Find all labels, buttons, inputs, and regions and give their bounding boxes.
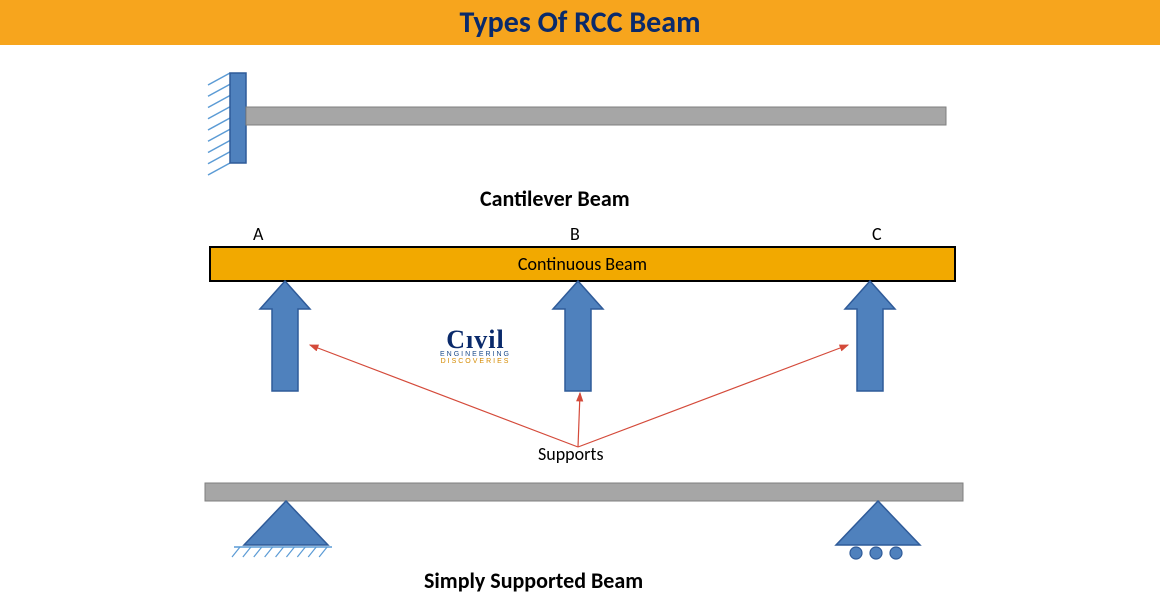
point-a-label: A	[253, 223, 263, 245]
simply-supported-title: Simply Supported Beam	[424, 567, 643, 594]
point-c-label: C	[872, 223, 882, 245]
diagram-container: Cantilever Beam A B C Continuous Beam Cı…	[0, 45, 1160, 593]
logo-sub1: ENGINEERING	[440, 351, 511, 358]
header-title: Types Of RCC Beam	[460, 4, 701, 41]
cantilever-title: Cantilever Beam	[480, 185, 630, 212]
supports-label: Supports	[538, 443, 603, 465]
logo-sub2: DISCOVERIES	[440, 358, 511, 365]
point-b-label: B	[570, 223, 580, 245]
continuous-beam-label: Continuous Beam	[210, 253, 955, 275]
header-banner: Types Of RCC Beam	[0, 0, 1160, 45]
diagram-svg	[0, 45, 1160, 593]
logo: Cıvil ENGINEERING DISCOVERIES	[440, 325, 511, 365]
logo-main: Cıvil	[446, 325, 504, 354]
